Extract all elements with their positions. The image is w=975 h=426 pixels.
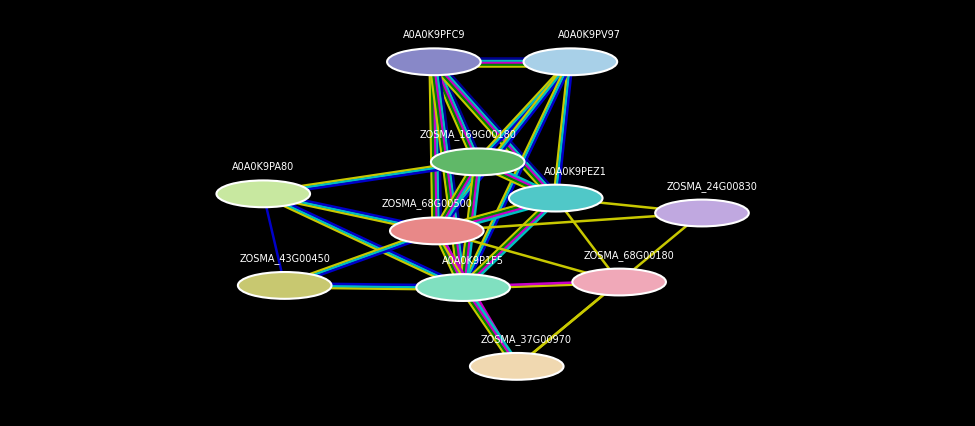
- Ellipse shape: [655, 200, 749, 226]
- Ellipse shape: [524, 49, 617, 75]
- Text: ZOSMA_169G00180: ZOSMA_169G00180: [419, 130, 517, 141]
- Text: A0A0K9P1F5: A0A0K9P1F5: [442, 256, 504, 266]
- Text: A0A0K9PFC9: A0A0K9PFC9: [403, 30, 465, 40]
- Ellipse shape: [216, 181, 310, 207]
- Text: A0A0K9PA80: A0A0K9PA80: [232, 162, 294, 173]
- Text: ZOSMA_24G00830: ZOSMA_24G00830: [666, 181, 758, 192]
- Text: ZOSMA_37G00970: ZOSMA_37G00970: [481, 334, 572, 345]
- Text: ZOSMA_43G00450: ZOSMA_43G00450: [239, 253, 331, 264]
- Ellipse shape: [470, 353, 564, 380]
- Text: ZOSMA_68G00180: ZOSMA_68G00180: [583, 250, 675, 261]
- Ellipse shape: [431, 149, 525, 175]
- Text: A0A0K9PV97: A0A0K9PV97: [559, 30, 621, 40]
- Text: ZOSMA_68G00500: ZOSMA_68G00500: [381, 199, 473, 210]
- Ellipse shape: [238, 272, 332, 299]
- Ellipse shape: [390, 218, 484, 244]
- Ellipse shape: [572, 269, 666, 295]
- Text: A0A0K9PEZ1: A0A0K9PEZ1: [544, 167, 606, 177]
- Ellipse shape: [509, 185, 603, 211]
- Ellipse shape: [416, 274, 510, 301]
- Ellipse shape: [387, 49, 481, 75]
